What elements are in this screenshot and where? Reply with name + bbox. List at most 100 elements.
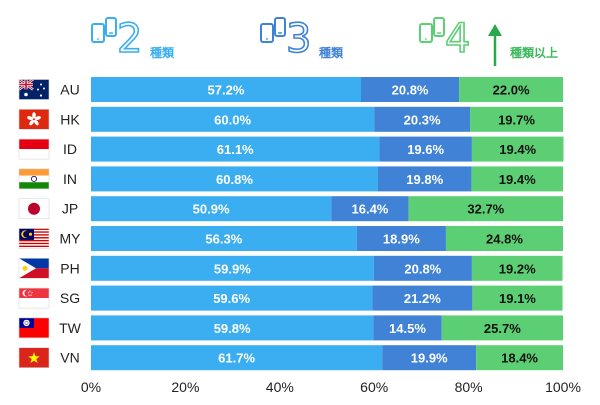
bar-segment (382, 345, 477, 371)
legend-label: 種類以上 (510, 45, 558, 60)
legend-item: 4 種類以上 (419, 15, 558, 66)
devices-icon (91, 17, 117, 43)
data-label: 20.8% (404, 261, 441, 276)
bar-row-tw: TW 59.8% 14.5% 25.7% (18, 315, 563, 341)
japan-flag-icon (18, 198, 50, 219)
taiwan-flag-icon (18, 317, 50, 339)
bar-segment (472, 285, 563, 311)
bar-segment (91, 106, 375, 132)
bar-segment (91, 77, 361, 102)
legend-label: 種類 (319, 45, 344, 60)
data-label: 20.3% (404, 112, 441, 127)
data-label: 19.8% (406, 172, 443, 187)
category-label: MY (60, 231, 82, 247)
data-label: 59.9% (214, 261, 251, 276)
data-label: 22.0% (493, 83, 530, 98)
data-label: 24.8% (486, 232, 523, 247)
bar-segment (91, 226, 357, 251)
bar-segment (91, 285, 373, 311)
bar-segment (459, 77, 563, 102)
data-label: 61.7% (218, 351, 255, 366)
bar-segment (441, 315, 563, 341)
data-label: 19.9% (411, 351, 448, 366)
data-label: 59.8% (214, 321, 251, 336)
data-label: 19.2% (499, 261, 536, 276)
category-label: HK (60, 111, 80, 127)
bar-row-au: AU 57.2% 20.8% 22.0% (18, 77, 563, 102)
bar-row-id: ID 61.1% 19.6% 19.4% (18, 136, 564, 162)
bar-segment (476, 345, 563, 371)
x-tick-label: 60% (360, 379, 388, 395)
data-label: 56.3% (205, 232, 242, 247)
data-label: 19.6% (407, 142, 444, 157)
category-label: TW (59, 320, 82, 336)
category-label: IN (63, 171, 77, 187)
category-label: SG (60, 290, 80, 306)
legend-item: 2 種類 (91, 15, 175, 63)
bar-segment (91, 255, 374, 281)
up-arrow-icon (488, 24, 502, 66)
bar-row-sg: SG 59.6% 21.2% 19.1% (18, 285, 563, 311)
x-tick-label: 80% (455, 379, 483, 395)
legend-number: 2 (117, 16, 142, 62)
data-label: 25.7% (484, 321, 521, 336)
data-label: 50.9% (193, 202, 230, 217)
vietnam-flag-icon (18, 347, 50, 369)
x-tick-label: 100% (545, 379, 581, 395)
bar-row-my: MY 56.3% 18.9% 24.8% (18, 226, 563, 251)
data-label: 19.7% (498, 112, 535, 127)
data-label: 19.4% (499, 172, 536, 187)
data-label: 60.8% (216, 172, 253, 187)
chart-rows: AU 57.2% 20.8% 22.0% HK 60.0% 20.3% 19.7% ID 61.1… (18, 77, 564, 371)
data-label: 21.2% (404, 291, 441, 306)
x-tick-label: 0% (81, 379, 101, 395)
bar-segment (471, 255, 563, 281)
india-flag-icon (18, 168, 50, 190)
bar-segment (91, 345, 383, 371)
bar-segment (91, 315, 374, 341)
x-tick-label: 40% (266, 379, 294, 395)
bar-segment (360, 77, 460, 102)
bar-row-vn: VN 61.7% 19.9% 18.4% (18, 345, 563, 371)
bar-row-hk: HK 60.0% 20.3% 19.7% (18, 106, 563, 132)
bar-segment (377, 166, 472, 192)
devices-icon (419, 17, 445, 43)
bar-segment (470, 106, 563, 132)
data-label: 18.9% (383, 232, 420, 247)
bar-segment (471, 136, 564, 162)
bar-row-ph: PH 59.9% 20.8% 19.2% (18, 255, 563, 281)
bar-segment (91, 166, 378, 192)
bar-segment (372, 285, 473, 311)
legend-item: 3 種類 (260, 15, 344, 63)
data-label: 14.5% (389, 321, 426, 336)
data-label: 18.4% (501, 351, 538, 366)
legend-number: 3 (286, 16, 311, 62)
bar-segment (91, 136, 380, 162)
bar-row-in: IN 60.8% 19.8% 19.4% (18, 166, 563, 192)
data-label: 60.0% (214, 112, 251, 127)
legend-number: 4 (445, 16, 470, 62)
x-axis: 0% 20% 40% 60% 80% 100% (81, 379, 581, 395)
category-label: AU (60, 82, 79, 98)
bar-segment (471, 166, 563, 192)
malaysia-flag-icon (18, 228, 50, 249)
indonesia-flag-icon (18, 138, 50, 160)
australia-flag-icon (18, 79, 50, 100)
bar-segment (373, 255, 472, 281)
hong-kong-flag-icon (18, 109, 50, 130)
bar-segment (356, 226, 446, 251)
devices-icon (260, 17, 286, 43)
data-label: 20.8% (392, 83, 429, 98)
data-label: 19.1% (499, 291, 536, 306)
data-label: 16.4% (352, 202, 389, 217)
category-label: PH (60, 260, 79, 276)
data-label: 32.7% (467, 202, 504, 217)
data-label: 61.1% (217, 142, 254, 157)
bar-segment (379, 136, 472, 162)
legend-label: 種類 (150, 45, 175, 60)
category-label: VN (60, 350, 79, 366)
bar-segment (408, 196, 563, 222)
legend: 2 種類 3 種類 4 種類以上 (91, 15, 558, 66)
data-label: 59.6% (213, 291, 250, 306)
